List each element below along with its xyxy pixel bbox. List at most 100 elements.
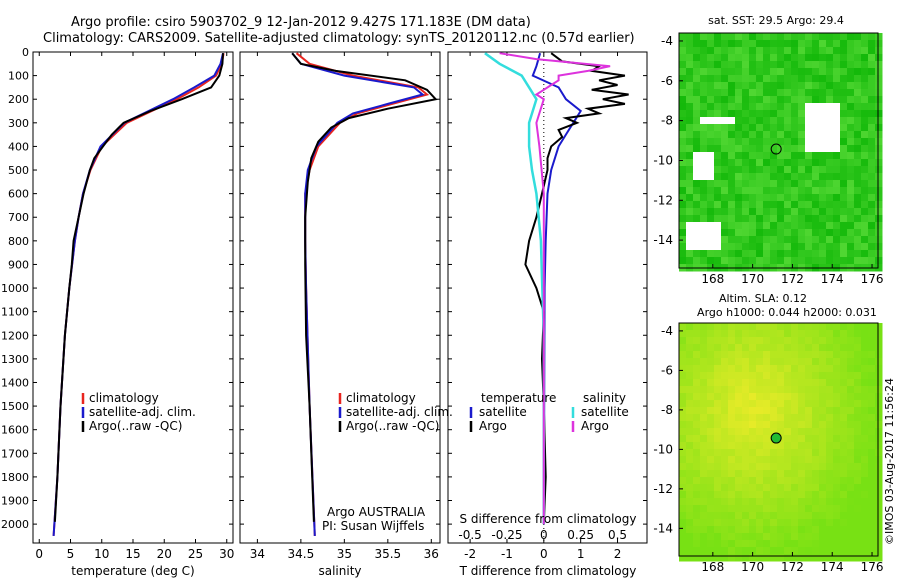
map-cell: [847, 435, 855, 443]
map-cell: [686, 110, 694, 118]
map-cell: [819, 47, 827, 55]
map-y-tick-label: -4: [661, 324, 673, 338]
map-cell: [763, 82, 771, 90]
map-cell: [756, 477, 764, 485]
map-cell: [693, 365, 701, 373]
map-cell: [791, 201, 799, 209]
map-cell: [728, 40, 736, 48]
map-cell: [777, 428, 785, 436]
map-cell: [714, 159, 722, 167]
map-cell: [868, 54, 876, 62]
temperature-argo-diff-line: [524, 52, 629, 525]
map-cell: [819, 173, 827, 181]
map-cell: [693, 75, 701, 83]
map-cell: [854, 215, 862, 223]
map-y-tick-label: -10: [653, 442, 673, 456]
map-cell: [868, 533, 876, 541]
map-cell: [728, 323, 736, 331]
map-cell: [770, 33, 778, 41]
map-cell: [826, 421, 834, 429]
map-cell: [784, 547, 792, 555]
map-cell: [679, 365, 687, 373]
map-cell: [826, 351, 834, 359]
map-cell: [763, 421, 771, 429]
map-cell: [714, 61, 722, 69]
map-cell: [721, 229, 729, 237]
map-cell: [791, 222, 799, 230]
map-cell: [833, 173, 841, 181]
map-cell: [819, 449, 827, 457]
map-cell: [798, 152, 806, 160]
map-cell: [826, 379, 834, 387]
map-cell: [868, 337, 876, 345]
map-cell: [854, 173, 862, 181]
map-cell: [749, 103, 757, 111]
map-cell: [721, 180, 729, 188]
map-cell: [791, 505, 799, 513]
map-cell: [679, 131, 687, 139]
map-cell: [693, 173, 701, 181]
map-cell: [714, 187, 722, 195]
map-cell: [826, 187, 834, 195]
map-cell: [840, 358, 848, 366]
map-cell: [756, 54, 764, 62]
map-cell: [826, 449, 834, 457]
map-cell: [693, 138, 701, 146]
map-cell: [875, 201, 883, 209]
map-cell: [805, 103, 813, 111]
map-cell: [721, 407, 729, 415]
map-cell: [728, 103, 736, 111]
map-cell: [756, 215, 764, 223]
map-cell: [693, 407, 701, 415]
map-cell: [798, 47, 806, 55]
x-tick-label: 1: [577, 547, 585, 561]
map-cell: [742, 407, 750, 415]
map-cell: [742, 159, 750, 167]
map-cell: [756, 421, 764, 429]
map-cell: [728, 61, 736, 69]
map-cell: [770, 330, 778, 338]
map-cell: [812, 372, 820, 380]
map-cell: [756, 40, 764, 48]
map-cell: [693, 201, 701, 209]
map-cell: [833, 337, 841, 345]
map-cell: [875, 351, 883, 359]
map-cell: [868, 400, 876, 408]
map-cell: [798, 435, 806, 443]
map-cell: [868, 470, 876, 478]
map-cell: [777, 40, 785, 48]
salinity-satellite-diff-line: [484, 52, 546, 525]
map-cell: [749, 40, 757, 48]
map-cell: [840, 124, 848, 132]
map-cell: [840, 173, 848, 181]
map-cell: [735, 554, 743, 562]
figure-title-line2: Climatology: CARS2009. Satellite-adjuste…: [43, 31, 635, 46]
map-cell: [763, 414, 771, 422]
map-cell: [728, 257, 736, 265]
map-cell: [721, 54, 729, 62]
map-cell: [756, 61, 764, 69]
map-cell: [693, 449, 701, 457]
map-cell: [770, 194, 778, 202]
map-cell: [847, 519, 855, 527]
map-cell: [756, 547, 764, 555]
map-cell: [700, 505, 708, 513]
map-cell: [700, 533, 708, 541]
map-cell: [875, 414, 883, 422]
map-cell: [749, 393, 757, 401]
map-cell: [798, 526, 806, 534]
map-cell: [700, 138, 708, 146]
map-cell: [700, 33, 708, 41]
map-cell: [868, 173, 876, 181]
map-cell: [679, 201, 687, 209]
map-cell: [854, 229, 862, 237]
map-cell: [833, 47, 841, 55]
map-cell: [840, 229, 848, 237]
map-cell: [812, 393, 820, 401]
map-cell: [791, 540, 799, 548]
map-cell: [742, 61, 750, 69]
map-cell: [784, 421, 792, 429]
map-cell: [707, 215, 715, 223]
map-cell: [812, 526, 820, 534]
map-cell: [854, 540, 862, 548]
